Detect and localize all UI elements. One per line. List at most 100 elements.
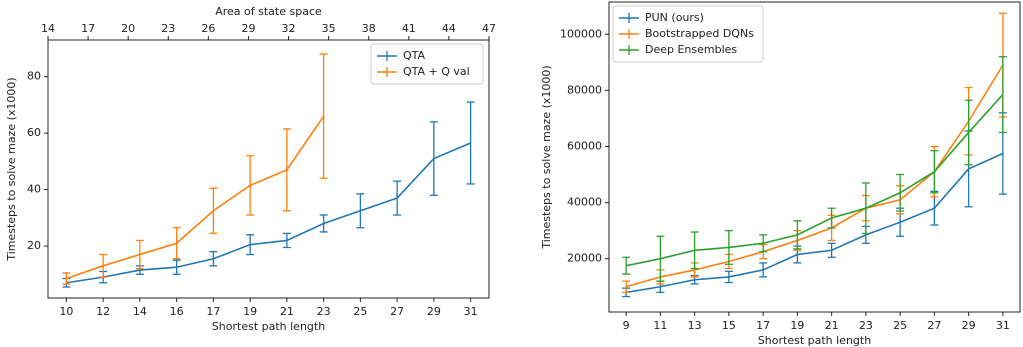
error-bar <box>827 242 836 258</box>
error-bar <box>282 232 291 249</box>
x2-tick-label: 38 <box>362 22 376 35</box>
x2-tick-label: 35 <box>322 22 336 35</box>
y-tick-label: 80000 <box>567 83 602 96</box>
x-tick-label: 21 <box>280 305 294 318</box>
x2-tick-label: 41 <box>402 22 416 35</box>
legend-label: QTA <box>403 49 426 62</box>
error-bar <box>759 262 768 278</box>
x-tick-label: 17 <box>756 319 770 332</box>
x2-tick-label: 14 <box>41 22 55 35</box>
error-bar <box>466 101 475 185</box>
x-tick-label: 16 <box>170 305 184 318</box>
plot-frame <box>608 1 1021 313</box>
y-axis-label: Timesteps to solve maze (x1000) <box>540 65 553 249</box>
x-axis-label: Shortest path length <box>212 320 325 333</box>
x-tick-label: 31 <box>996 319 1010 332</box>
error-bar <box>172 259 181 275</box>
error-bar <box>998 56 1007 134</box>
x-tick-label: 23 <box>859 319 873 332</box>
error-bar <box>656 235 665 282</box>
x-tick-label: 17 <box>206 305 220 318</box>
x2-tick-label: 17 <box>81 22 95 35</box>
error-bar <box>172 227 181 260</box>
x2-tick-label: 26 <box>201 22 215 35</box>
error-bar <box>964 99 973 166</box>
x2-tick-label: 20 <box>121 22 135 35</box>
x2-axis-label: Area of state space <box>215 5 322 18</box>
error-bar <box>135 239 144 270</box>
legend-box <box>370 43 484 85</box>
error-bar <box>690 231 699 270</box>
legend: PUN (ours) Bootstrapped DQNs Deep Ensemble… <box>612 5 764 63</box>
x-tick-label: 10 <box>59 305 73 318</box>
error-bar <box>930 150 939 194</box>
error-bar <box>622 280 631 294</box>
error-bar <box>356 193 365 229</box>
x-tick-label: 14 <box>133 305 147 318</box>
legend-box <box>612 5 764 63</box>
error-bar <box>724 229 733 265</box>
error-bar <box>429 121 438 196</box>
error-bar <box>209 251 218 267</box>
error-bar <box>62 272 71 285</box>
y-tick-label: 20000 <box>567 252 602 265</box>
error-bar <box>622 256 631 275</box>
series-line <box>625 94 1004 267</box>
series-line <box>625 64 1004 288</box>
x-tick-label: 31 <box>464 305 478 318</box>
y-tick-label: 40 <box>27 183 41 196</box>
x-tick-label: 19 <box>790 319 804 332</box>
x-tick-label: 11 <box>653 319 667 332</box>
error-bar <box>861 182 870 235</box>
error-bar <box>724 270 733 284</box>
x-tick-label: 25 <box>893 319 907 332</box>
error-bar <box>246 234 255 256</box>
plot-frame <box>47 39 490 299</box>
error-bar <box>282 128 291 212</box>
x2-tick-label: 29 <box>241 22 255 35</box>
x2-tick-label: 32 <box>282 22 296 35</box>
x-tick-label: 27 <box>390 305 404 318</box>
error-bar <box>393 180 402 216</box>
legend-label: Deep Ensembles <box>645 43 737 56</box>
y-tick-label: 60000 <box>567 139 602 152</box>
x-tick-label: 15 <box>722 319 736 332</box>
legend-label: Bootstrapped DQNs <box>645 27 754 40</box>
x-tick-label: 23 <box>317 305 331 318</box>
series-line <box>66 142 471 284</box>
y-axis-label: Timesteps to solve maze (x1000) <box>5 77 18 261</box>
legend-label: QTA + Q val <box>403 65 470 78</box>
x-axis-label: Shortest path length <box>758 334 871 347</box>
y-tick-label: 20 <box>27 239 41 252</box>
x-tick-label: 29 <box>962 319 976 332</box>
x2-tick-label: 23 <box>161 22 175 35</box>
y-tick-label: 60 <box>27 126 41 139</box>
x-tick-label: 21 <box>825 319 839 332</box>
x-tick-label: 29 <box>427 305 441 318</box>
x-tick-label: 13 <box>688 319 702 332</box>
error-bar <box>793 220 802 250</box>
error-bar <box>896 173 905 212</box>
x-tick-label: 27 <box>927 319 941 332</box>
y-tick-label: 40000 <box>567 196 602 209</box>
x-tick-label: 12 <box>96 305 110 318</box>
y-tick-label: 100000 <box>560 27 602 40</box>
error-bar <box>319 214 328 233</box>
legend: QTA QTA + Q val <box>370 43 484 85</box>
error-bar <box>209 187 218 235</box>
y-tick-label: 80 <box>27 70 41 83</box>
error-bar <box>827 207 836 229</box>
x2-tick-label: 47 <box>482 22 496 35</box>
error-bar <box>246 155 255 216</box>
error-bar <box>319 53 328 179</box>
x-tick-label: 25 <box>353 305 367 318</box>
error-bar <box>759 234 768 253</box>
x-tick-label: 19 <box>243 305 257 318</box>
legend-label: PUN (ours) <box>645 11 704 24</box>
series-line <box>66 115 325 280</box>
x2-tick-label: 44 <box>442 22 456 35</box>
x-tick-label: 9 <box>623 319 630 332</box>
series-line <box>625 152 1004 294</box>
error-bar <box>99 253 108 278</box>
